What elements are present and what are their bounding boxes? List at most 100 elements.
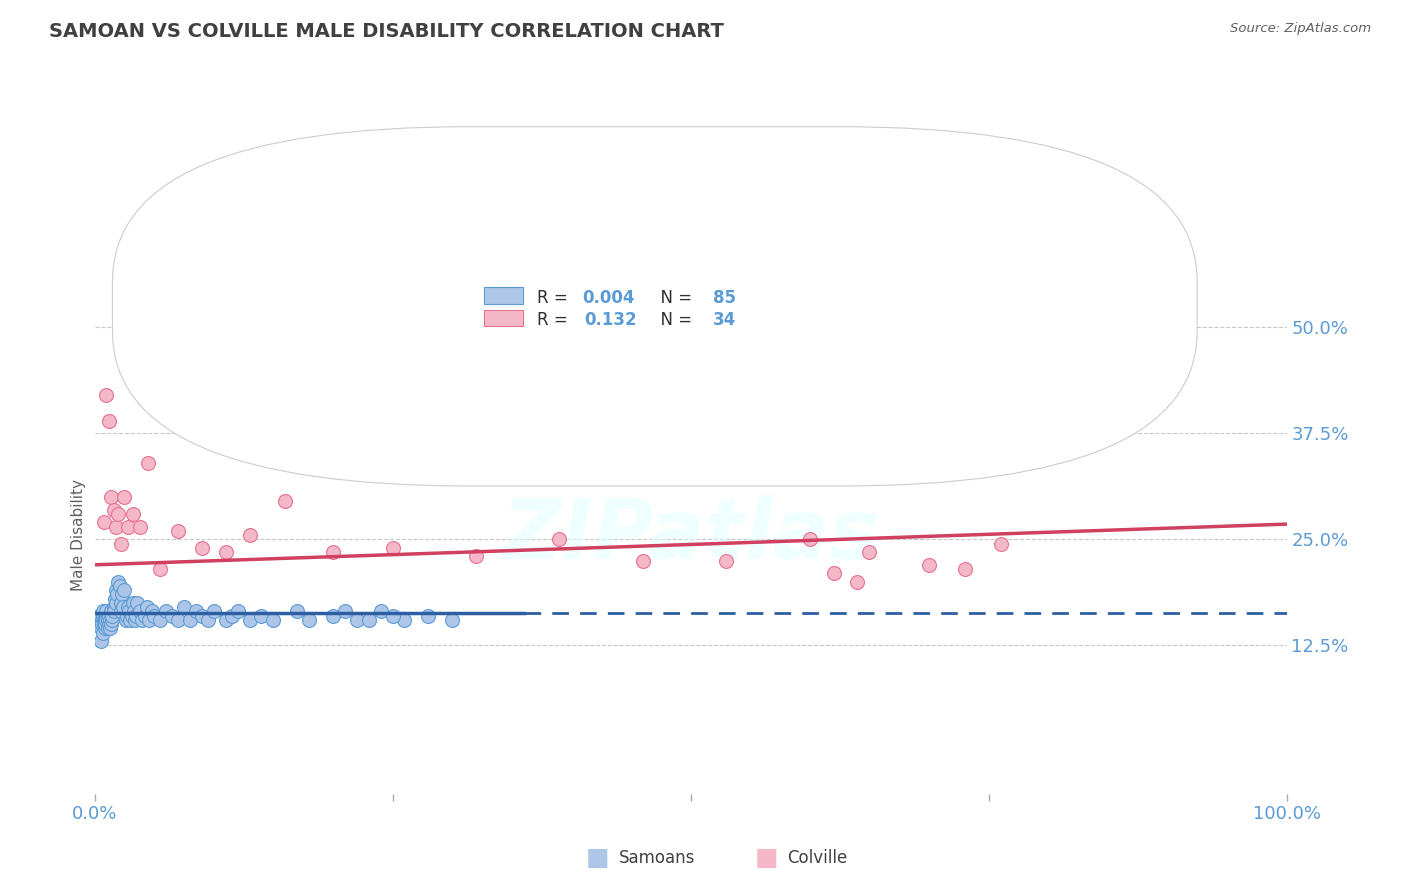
Text: N =: N = bbox=[650, 311, 697, 329]
Point bbox=[101, 613, 124, 627]
Point bbox=[322, 545, 344, 559]
Point bbox=[141, 604, 163, 618]
Bar bbox=[484, 310, 523, 326]
Point bbox=[100, 604, 122, 618]
Point bbox=[98, 613, 121, 627]
Point bbox=[96, 388, 118, 402]
Point bbox=[105, 519, 128, 533]
Point bbox=[179, 613, 201, 627]
Point bbox=[990, 536, 1012, 550]
Point bbox=[112, 583, 135, 598]
Point bbox=[104, 591, 127, 606]
Point bbox=[128, 519, 150, 533]
Point bbox=[93, 516, 115, 530]
Point bbox=[238, 528, 260, 542]
Point bbox=[91, 625, 114, 640]
Point bbox=[89, 608, 111, 623]
Point bbox=[134, 608, 156, 623]
Bar bbox=[484, 287, 523, 303]
Point bbox=[97, 617, 120, 632]
Point bbox=[394, 613, 416, 627]
Point bbox=[799, 533, 821, 547]
Point bbox=[101, 608, 124, 623]
Point bbox=[112, 600, 135, 615]
Point bbox=[250, 608, 273, 623]
FancyBboxPatch shape bbox=[112, 127, 1197, 486]
Point bbox=[98, 621, 121, 635]
Point bbox=[143, 608, 166, 623]
Point bbox=[167, 524, 190, 538]
Point bbox=[322, 608, 344, 623]
Y-axis label: Male Disability: Male Disability bbox=[72, 479, 86, 591]
Point bbox=[107, 507, 129, 521]
Point bbox=[149, 613, 172, 627]
Point bbox=[775, 426, 797, 441]
Point bbox=[90, 613, 112, 627]
Point bbox=[97, 621, 120, 635]
Point bbox=[631, 553, 654, 567]
Point bbox=[202, 604, 225, 618]
Point bbox=[226, 604, 249, 618]
Point bbox=[285, 604, 308, 618]
Text: 34: 34 bbox=[713, 311, 737, 329]
Point bbox=[108, 579, 131, 593]
Point bbox=[96, 604, 118, 618]
Point bbox=[120, 613, 142, 627]
Text: R =: R = bbox=[537, 288, 572, 307]
Point bbox=[111, 587, 134, 601]
Point bbox=[103, 604, 125, 618]
Point bbox=[370, 604, 392, 618]
Point bbox=[112, 490, 135, 504]
Point bbox=[93, 613, 115, 627]
Point bbox=[184, 604, 207, 618]
Point bbox=[298, 613, 321, 627]
Text: ZIPatlas: ZIPatlas bbox=[502, 495, 880, 575]
Point bbox=[173, 600, 195, 615]
Point bbox=[215, 545, 238, 559]
Point bbox=[716, 553, 738, 567]
Point bbox=[128, 604, 150, 618]
Point bbox=[160, 608, 183, 623]
Text: N =: N = bbox=[650, 288, 697, 307]
Point bbox=[90, 634, 112, 648]
Point bbox=[155, 604, 177, 618]
Point bbox=[418, 608, 440, 623]
Text: ■: ■ bbox=[755, 847, 778, 870]
Point bbox=[465, 549, 488, 564]
Point bbox=[100, 490, 122, 504]
Point bbox=[96, 608, 118, 623]
Point bbox=[94, 621, 117, 635]
Point bbox=[117, 519, 139, 533]
Point bbox=[136, 456, 159, 470]
Point bbox=[118, 604, 141, 618]
Point bbox=[96, 613, 118, 627]
Text: 0.004: 0.004 bbox=[582, 288, 634, 307]
Point bbox=[138, 613, 160, 627]
Point bbox=[548, 533, 571, 547]
Point bbox=[90, 617, 112, 632]
Point bbox=[357, 613, 380, 627]
Point bbox=[117, 600, 139, 615]
Point bbox=[953, 562, 976, 576]
Point bbox=[262, 613, 284, 627]
Point bbox=[274, 494, 297, 508]
Point bbox=[105, 587, 128, 601]
Point bbox=[94, 613, 117, 627]
Point bbox=[105, 596, 128, 610]
Point bbox=[918, 558, 941, 572]
Point bbox=[441, 613, 464, 627]
Point bbox=[333, 604, 356, 618]
Point bbox=[823, 566, 845, 581]
Point bbox=[381, 541, 404, 555]
Point bbox=[110, 596, 132, 610]
Point bbox=[114, 613, 136, 627]
Point bbox=[103, 502, 125, 516]
Point bbox=[122, 604, 145, 618]
Point bbox=[191, 608, 214, 623]
Point bbox=[103, 600, 125, 615]
Point bbox=[136, 600, 159, 615]
Point bbox=[93, 617, 115, 632]
Point bbox=[90, 621, 112, 635]
Point bbox=[846, 574, 869, 589]
Point bbox=[107, 574, 129, 589]
